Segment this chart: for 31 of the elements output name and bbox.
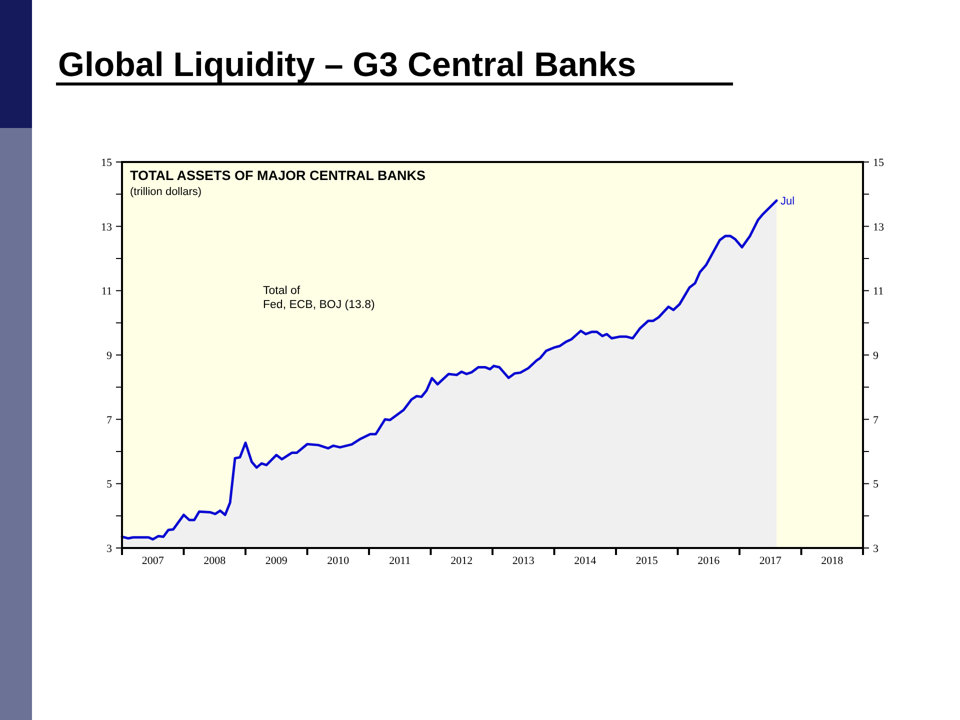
x-tick-label: 2013 [512,555,535,567]
chart-title: Global Liquidity – G3 Central Banks [58,46,636,84]
x-tick-label: 2010 [327,555,350,567]
x-tick-label: 2014 [574,555,597,567]
x-tick-label: 2009 [265,555,288,567]
y-tick-label: 11 [101,286,112,298]
y2-tick-label: 11 [873,286,884,298]
y-tick-label: 5 [106,478,112,491]
y2-tick-label: 13 [873,221,884,234]
x-tick-label: 2015 [636,555,658,567]
y2-tick-label: 15 [873,157,884,169]
y2-tick-label: 9 [873,350,879,362]
y-tick-label: 9 [106,350,112,362]
y-tick-label: 3 [106,543,112,555]
y2-tick-label: 7 [873,414,879,426]
y-tick-label: 13 [101,221,112,234]
y-axis-title: (trillion dollars) [130,186,202,198]
x-tick-label: 2012 [450,555,473,567]
x-tick-label: 2008 [204,555,226,567]
y2-tick-label: 5 [873,478,879,491]
y2-tick-label: 3 [873,543,879,555]
chart-subtitle: TOTAL ASSETS OF MAJOR CENTRAL BANKS [130,168,426,183]
annotation: Total of Fed, ECB, BOJ (13.8) [263,285,376,311]
annotation: Jul [780,196,795,208]
y-tick-label: 7 [106,414,112,426]
x-tick-label: 2017 [759,555,782,567]
y-tick-label: 15 [101,157,112,169]
x-tick-label: 2011 [389,555,411,567]
x-tick-label: 2018 [821,555,844,567]
x-tick-label: 2016 [698,555,720,567]
x-tick-label: 2007 [142,555,164,567]
